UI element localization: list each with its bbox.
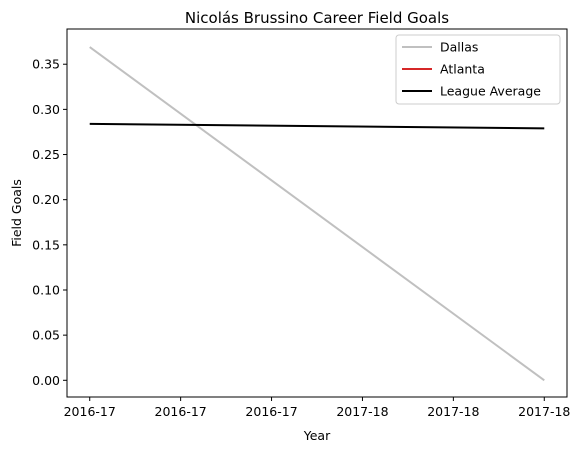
y-axis-label: Field Goals <box>9 179 24 247</box>
x-tick-label: 2017-18 <box>518 404 570 419</box>
series-line-dallas <box>89 46 545 382</box>
y-tick-label: 0.35 <box>32 57 60 72</box>
series-layer <box>89 46 545 382</box>
legend-label-league-average: League Average <box>440 84 541 99</box>
chart-title: Nicolás Brussino Career Field Goals <box>185 9 449 27</box>
plot-area-frame <box>66 28 568 398</box>
legend-box <box>395 34 561 105</box>
series-line-league-average <box>89 122 545 130</box>
x-tick-label: 2017-18 <box>336 404 388 419</box>
legend-label-dallas: Dallas <box>440 40 478 55</box>
y-tick-label: 0.15 <box>32 237 60 252</box>
x-tick-label: 2016-17 <box>155 404 207 419</box>
y-tick-label: 0.20 <box>32 192 60 207</box>
x-tick-label: 2016-17 <box>64 404 116 419</box>
x-tick-label: 2016-17 <box>245 404 297 419</box>
legend-label-atlanta: Atlanta <box>440 62 485 77</box>
y-tick-label: 0.30 <box>32 102 60 117</box>
legend: Dallas Atlanta League Average <box>395 34 561 105</box>
y-tick-label: 0.00 <box>32 373 60 388</box>
y-axis: 0.00 0.05 0.10 0.15 0.20 0.25 0.30 0.35 <box>32 57 67 388</box>
x-tick-label: 2017-18 <box>427 404 479 419</box>
y-tick-label: 0.10 <box>32 282 60 297</box>
x-axis: 2016-17 2016-17 2016-17 2017-18 2017-18 2017-… <box>64 397 570 419</box>
y-tick-label: 0.25 <box>32 147 60 162</box>
y-tick-label: 0.05 <box>32 328 60 343</box>
x-axis-label: Year <box>303 428 331 443</box>
